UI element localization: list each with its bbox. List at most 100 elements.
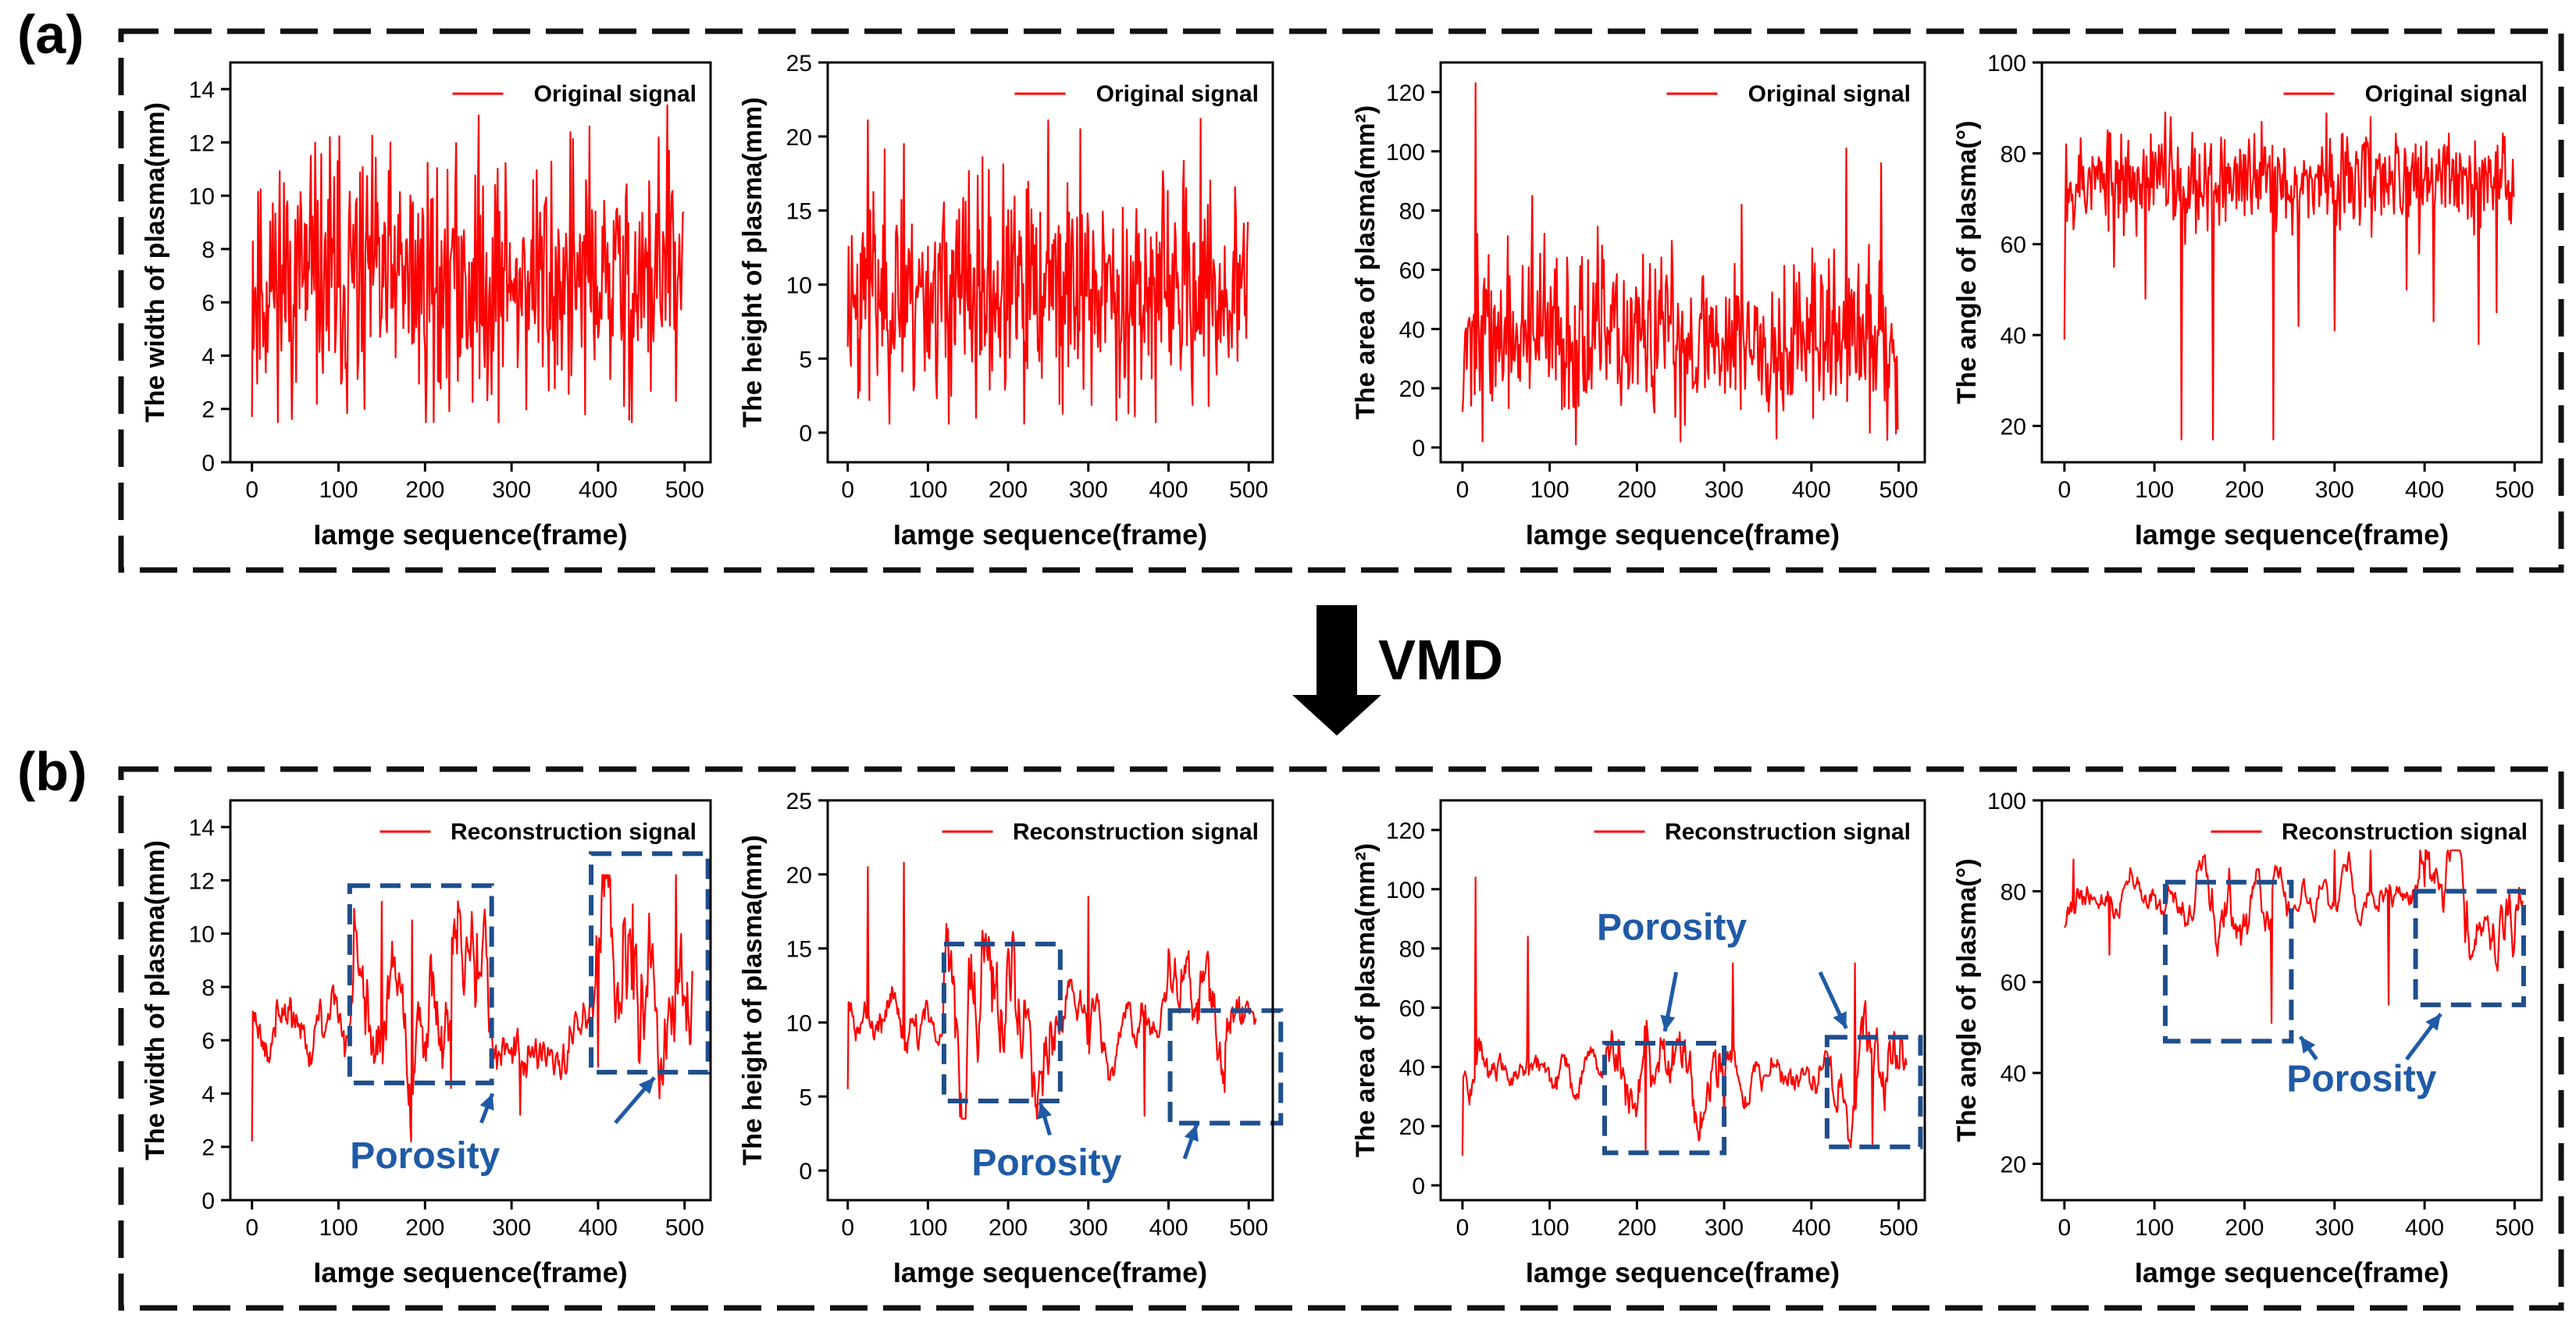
y-tick-label: 12: [189, 868, 215, 894]
x-axis-label: Iamge sequence(frame): [313, 518, 627, 550]
y-tick-label: 25: [786, 789, 812, 814]
legend-label: Reconstruction signal: [1665, 819, 1911, 845]
chart-b4: Porosity 0 100 200 300 400 500 20 40 60 80 100 Iamge…: [1952, 789, 2543, 1288]
x-axis-label: Iamge sequence(frame): [1526, 518, 1840, 550]
chart-a3: 0 100 200 300 400 500 0 20 40 60 80 100 120 Iamge seq…: [1351, 61, 1926, 550]
panel-label-b-text: (b): [17, 741, 87, 802]
legend-label: Original signal: [1096, 81, 1259, 107]
porosity-label: Porosity: [1597, 907, 1747, 948]
x-tick-label: 500: [1229, 477, 1268, 503]
y-tick-label: 10: [786, 273, 812, 298]
series-line-a3: [1461, 82, 1899, 446]
x-tick-label: 500: [665, 1215, 704, 1241]
series-line-b1: [251, 874, 693, 1142]
y-tick-label: 80: [2001, 141, 2026, 167]
panel-b-frame: [118, 766, 2564, 1311]
x-tick-label: 500: [2495, 1215, 2534, 1241]
porosity-box: [2413, 889, 2526, 1007]
chart-b3: Porosity 0 100 200 300 400 500 0 20 40 60 80 100 120 I…: [1351, 799, 1926, 1288]
series-line-a4: [2063, 111, 2515, 440]
y-tick-label: 40: [1399, 1055, 1425, 1081]
x-tick-label: 300: [1069, 477, 1108, 503]
x-tick-label: 0: [1456, 477, 1470, 503]
x-tick-label: 100: [1530, 477, 1569, 503]
legend-label: Original signal: [1748, 81, 1911, 107]
x-tick-label: 300: [2315, 1215, 2354, 1241]
x-tick-label: 0: [841, 1215, 854, 1241]
legend-label: Reconstruction signal: [1013, 819, 1259, 845]
y-tick-label: 5: [799, 347, 812, 372]
x-tick-label: 100: [908, 477, 947, 503]
y-tick-label: 100: [1987, 789, 2026, 814]
series-line-b2: [846, 861, 1257, 1120]
y-tick-label: 20: [1399, 1114, 1425, 1140]
x-tick-label: 500: [1229, 1215, 1268, 1241]
y-tick-label: 14: [189, 77, 215, 103]
y-tick-label: 4: [201, 344, 215, 369]
y-tick-label: 80: [1399, 937, 1425, 963]
porosity-label: Porosity: [350, 1135, 500, 1177]
y-tick-label: 60: [2001, 971, 2026, 996]
plot-frame: [2040, 799, 2543, 1202]
y-tick-label: 2: [201, 397, 215, 423]
x-tick-label: 0: [1456, 1215, 1470, 1241]
x-tick-label: 200: [989, 1215, 1028, 1241]
porosity-arrow-head: [2300, 1036, 2316, 1054]
y-tick-label: 0: [201, 451, 215, 476]
x-tick-label: 300: [1069, 1215, 1108, 1241]
y-tick-label: 80: [1399, 199, 1425, 225]
y-tick-label: 120: [1386, 80, 1425, 106]
vmd-arrow: [1292, 605, 1381, 736]
y-tick-label: 6: [201, 1028, 215, 1054]
y-axis-label: The width of plasma(mm): [141, 840, 170, 1160]
x-tick-label: 100: [2135, 1215, 2174, 1241]
porosity-arrow-head: [2425, 1014, 2441, 1031]
x-tick-label: 0: [245, 1215, 258, 1241]
x-tick-label: 400: [1149, 1215, 1188, 1241]
x-tick-label: 100: [2135, 477, 2174, 503]
x-axis-label: Iamge sequence(frame): [893, 518, 1207, 550]
y-tick-label: 2: [201, 1135, 215, 1161]
porosity-label: Porosity: [2286, 1058, 2436, 1099]
x-tick-label: 300: [1705, 477, 1744, 503]
y-tick-label: 15: [786, 937, 812, 963]
x-axis-label: Iamge sequence(frame): [893, 1256, 1207, 1288]
x-axis-label: Iamge sequence(frame): [1526, 1256, 1840, 1288]
plot-frame: [2040, 61, 2543, 464]
plot-frame: [1439, 799, 1926, 1202]
porosity-arrow-head: [1184, 1124, 1199, 1142]
y-tick-label: 6: [201, 290, 215, 316]
x-tick-label: 200: [1617, 1215, 1656, 1241]
x-tick-label: 300: [492, 1215, 531, 1241]
y-tick-label: 4: [201, 1081, 215, 1107]
y-axis-label: The width of plasma(mm): [141, 102, 170, 422]
x-tick-label: 200: [405, 1215, 444, 1241]
y-tick-label: 20: [2001, 414, 2026, 440]
x-tick-label: 400: [2405, 477, 2444, 503]
x-tick-label: 300: [2315, 477, 2354, 503]
y-axis-label: The angle of plasma(°): [1952, 858, 1982, 1142]
x-tick-label: 100: [319, 477, 358, 503]
x-tick-label: 200: [2225, 1215, 2264, 1241]
x-tick-label: 100: [1530, 1215, 1569, 1241]
porosity-arrow-head: [1660, 1014, 1676, 1031]
y-tick-label: 10: [189, 922, 215, 948]
legend-label: Original signal: [534, 81, 697, 107]
x-axis-label: Iamge sequence(frame): [2135, 518, 2449, 550]
y-tick-label: 60: [2001, 233, 2026, 258]
porosity-label: Porosity: [971, 1142, 1121, 1184]
x-tick-label: 200: [1617, 477, 1656, 503]
plot-frame: [229, 61, 712, 464]
x-tick-label: 400: [1792, 1215, 1831, 1241]
panel-label-a-text: (a): [17, 4, 84, 65]
y-axis-label: The height of plasma(mm): [738, 97, 768, 427]
y-tick-label: 20: [786, 125, 812, 151]
x-tick-label: 100: [319, 1215, 358, 1241]
series-line-a1: [251, 104, 685, 423]
y-tick-label: 8: [201, 237, 215, 263]
y-tick-label: 12: [189, 130, 215, 156]
x-tick-label: 400: [2405, 1215, 2444, 1241]
x-tick-label: 500: [1879, 1215, 1918, 1241]
x-axis-label: Iamge sequence(frame): [313, 1256, 627, 1288]
x-tick-label: 500: [2495, 477, 2534, 503]
